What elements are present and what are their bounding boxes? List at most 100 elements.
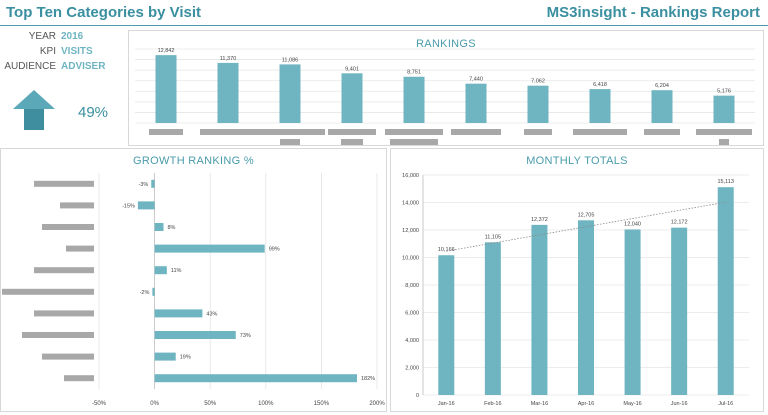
bar	[151, 179, 155, 188]
x-tick-label: -50%	[92, 401, 107, 407]
category-label-redacted	[328, 129, 376, 135]
bar	[155, 55, 177, 123]
bar	[403, 76, 425, 123]
x-tick-label: 100%	[258, 401, 274, 407]
report-title: MS3insight - Rankings Report	[546, 4, 760, 21]
bar	[279, 64, 301, 123]
bar	[154, 223, 164, 231]
up-arrow-icon	[13, 90, 55, 130]
data-label: 12,172	[671, 220, 688, 226]
data-label: 11%	[171, 268, 182, 274]
filter-kpi-value: VISITS	[61, 46, 93, 57]
y-tick-label: 8,000	[405, 283, 419, 289]
x-tick-label: Mar-16	[531, 401, 548, 407]
data-label: 8%	[167, 225, 175, 231]
filter-year-value: 2016	[61, 31, 84, 42]
category-label-redacted	[64, 375, 94, 382]
category-label-redacted	[42, 224, 94, 230]
data-label: 12,372	[531, 217, 548, 223]
data-label: -2%	[140, 290, 150, 296]
bar	[671, 227, 688, 395]
bar	[713, 95, 735, 123]
data-label: 11,105	[485, 234, 501, 240]
data-label: 12,705	[578, 212, 595, 218]
y-tick-label: 6,000	[405, 311, 419, 317]
category-label-redacted	[341, 139, 363, 145]
x-tick-label: 50%	[204, 401, 217, 407]
bar	[154, 309, 203, 318]
bar	[578, 220, 594, 395]
data-label: 99%	[269, 247, 280, 253]
rankings-title: RANKINGS	[416, 38, 476, 50]
filter-audience-value: ADVISER	[61, 61, 106, 72]
category-label-redacted	[719, 139, 729, 145]
page-title: Top Ten Categories by Visit	[6, 4, 202, 21]
data-label: 7,440	[469, 77, 483, 83]
x-tick-label: 150%	[314, 401, 330, 407]
data-label: 12,842	[158, 48, 175, 54]
bar	[589, 89, 611, 123]
category-label-redacted	[34, 180, 94, 187]
category-label-redacted	[255, 129, 325, 135]
category-label-redacted	[66, 245, 94, 252]
y-tick-label: 4,000	[405, 338, 419, 344]
filter-audience-label: AUDIENCE	[4, 61, 56, 72]
bar	[154, 331, 236, 339]
category-label-redacted	[451, 129, 501, 135]
monthly-chart: 0 2,000 4,000 6,000 8,000 10,000 12,000 14,000 1…	[402, 173, 749, 407]
data-label: -15%	[122, 203, 135, 209]
growth-chart: -50% 0% 50% 100% 150% 200% -3% -15% 8% 99% 11% -2% 4…	[2, 173, 385, 407]
data-label: 8,751	[407, 70, 421, 76]
category-label-redacted	[524, 129, 552, 135]
x-tick-label: Jun-16	[671, 401, 688, 407]
category-label-redacted	[573, 129, 627, 135]
bar	[154, 352, 176, 361]
data-label: 10,166	[438, 247, 455, 253]
bar	[484, 242, 501, 395]
category-label-redacted	[385, 129, 443, 135]
category-label-redacted	[644, 129, 680, 135]
rankings-panel: RANKINGS 12,842 11,370 11,086 9,401 8,751 7,4…	[128, 30, 764, 146]
data-label: 6,418	[593, 82, 607, 88]
x-tick-label: Apr-16	[578, 401, 595, 407]
bar	[154, 266, 167, 275]
category-label-redacted	[42, 353, 94, 360]
data-label: 73%	[240, 333, 251, 339]
y-tick-label: 2,000	[405, 366, 419, 372]
monthly-title: MONTHLY TOTALS	[526, 155, 628, 167]
data-label: 19%	[180, 355, 191, 361]
category-label-redacted	[34, 267, 94, 274]
category-label-redacted	[696, 129, 752, 135]
bar	[154, 244, 265, 253]
x-tick-label: 0%	[150, 401, 159, 407]
category-label-redacted	[60, 202, 94, 209]
bar	[154, 374, 357, 383]
growth-title: GROWTH RANKING %	[133, 155, 254, 167]
data-label: 11,086	[282, 57, 298, 63]
bar	[217, 62, 239, 123]
category-label-redacted	[149, 129, 183, 135]
y-tick-label: 10,000	[402, 256, 419, 262]
y-tick-label: 12,000	[402, 228, 419, 234]
data-label: -3%	[138, 182, 148, 188]
category-label-redacted	[390, 139, 438, 145]
trend-percent: 49%	[78, 104, 109, 121]
trendline	[446, 201, 726, 252]
data-label: 182%	[361, 376, 375, 382]
data-label: 7,062	[531, 79, 545, 85]
data-label: 11,370	[220, 56, 236, 62]
filter-kpi-label: KPI	[39, 46, 56, 57]
bar	[341, 73, 363, 123]
bar	[717, 187, 734, 395]
bar	[465, 83, 487, 123]
monthly-panel: MONTHLY TOTALS 0 2,000 4,000 6,000 8,000 10,0…	[390, 148, 764, 412]
data-label: 15,113	[718, 179, 734, 185]
bar	[152, 287, 155, 296]
y-tick-label: 14,000	[402, 201, 419, 207]
y-tick-label: 16,000	[402, 173, 419, 179]
category-label-redacted	[280, 139, 300, 145]
bar	[438, 255, 455, 395]
bar	[527, 85, 549, 123]
filter-year-label: YEAR	[28, 31, 56, 42]
data-label: 12,040	[624, 221, 641, 227]
